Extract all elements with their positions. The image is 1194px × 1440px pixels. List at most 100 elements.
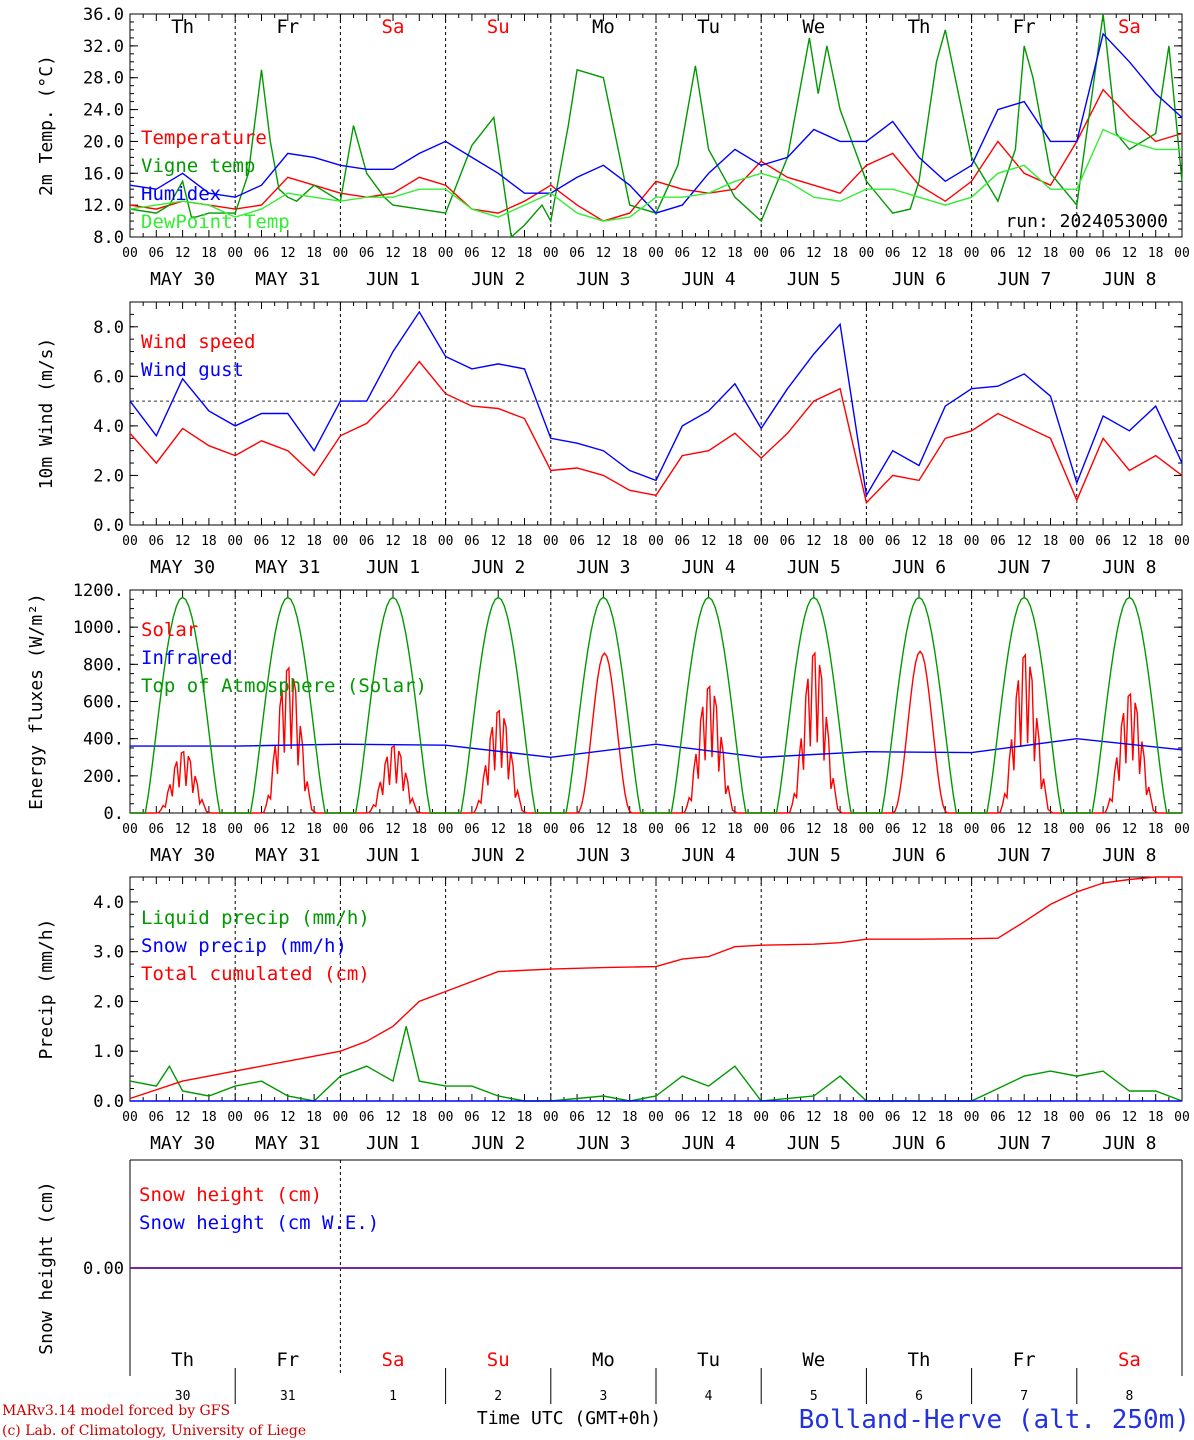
- hour-tick-label: 18: [937, 1110, 953, 1125]
- hour-tick-label: 00: [543, 534, 559, 549]
- day-number-label: 5: [810, 1389, 818, 1404]
- hour-tick-label: 06: [780, 534, 796, 549]
- y-tick-label: 4.0: [93, 417, 124, 437]
- hour-tick-label: 18: [411, 1110, 427, 1125]
- y-tick-label: 1000.: [73, 618, 124, 638]
- date-label: JUN 1: [366, 557, 420, 578]
- y-tick-label: 20.0: [83, 132, 124, 152]
- hour-tick-label: 06: [885, 822, 901, 837]
- hour-tick-label: 12: [596, 1110, 612, 1125]
- legend-entry: Solar: [141, 619, 198, 641]
- hour-tick-label: 12: [280, 246, 296, 261]
- hour-tick-label: 06: [254, 534, 270, 549]
- hour-tick-label: 12: [490, 822, 506, 837]
- hour-tick-label: 00: [1069, 246, 1085, 261]
- hour-tick-label: 00: [964, 534, 980, 549]
- hour-tick-label: 06: [464, 534, 480, 549]
- hour-tick-label: 00: [1174, 822, 1190, 837]
- panel-4: 0.0 1.0 2.0 3.0 4.0 Precip (mm/h) 00 06 12 18 MAY …: [36, 876, 1190, 1154]
- day-name-label: Tu: [697, 1349, 720, 1371]
- date-label: JUN 5: [787, 269, 841, 290]
- day-name-label: Sa: [382, 1349, 405, 1371]
- hour-tick-label: 06: [569, 822, 585, 837]
- y-tick-label: 36.0: [83, 5, 124, 25]
- date-label: JUN 1: [366, 1133, 420, 1154]
- hour-tick-label: 18: [622, 246, 638, 261]
- hour-tick-label: 00: [543, 1110, 559, 1125]
- legend-entry: Top of Atmosphere (Solar): [141, 675, 427, 697]
- hour-tick-label: 12: [280, 1110, 296, 1125]
- hour-tick-label: 06: [990, 534, 1006, 549]
- hour-tick-label: 18: [832, 1110, 848, 1125]
- y-tick-label: 8.0: [93, 318, 124, 338]
- hour-tick-label: 00: [859, 822, 875, 837]
- date-label: JUN 4: [682, 269, 736, 290]
- y-tick-label: 28.0: [83, 69, 124, 89]
- hour-tick-label: 12: [806, 1110, 822, 1125]
- hour-tick-label: 00: [227, 246, 243, 261]
- date-label: JUN 7: [997, 269, 1051, 290]
- hour-tick-label: 12: [1122, 822, 1138, 837]
- day-name-label: Tu: [697, 16, 720, 38]
- hour-tick-label: 18: [201, 534, 217, 549]
- hour-tick-label: 18: [306, 534, 322, 549]
- hour-tick-label: 12: [806, 246, 822, 261]
- date-label: JUN 6: [892, 557, 946, 578]
- day-name-label: Th: [171, 1349, 194, 1371]
- hour-tick-label: 00: [648, 822, 664, 837]
- hour-tick-label: 18: [727, 1110, 743, 1125]
- day-number-label: 8: [1125, 1389, 1133, 1404]
- hour-tick-label: 00: [1069, 534, 1085, 549]
- panel-2: 0.0 2.0 4.0 6.0 8.0 10m Wind (m/s) 00 06 12 18 MAY…: [36, 301, 1190, 578]
- date-label: JUN 2: [471, 557, 525, 578]
- hour-tick-label: 18: [1148, 822, 1164, 837]
- legend-entry: Snow height (cm W.E.): [139, 1212, 379, 1234]
- hour-tick-label: 12: [175, 822, 191, 837]
- date-label: MAY 31: [255, 1133, 320, 1154]
- hour-tick-label: 06: [674, 534, 690, 549]
- hour-tick-label: 18: [201, 822, 217, 837]
- hour-tick-label: 00: [964, 822, 980, 837]
- date-label: JUN 4: [682, 845, 736, 866]
- hour-tick-label: 06: [359, 822, 375, 837]
- hour-tick-label: 12: [1122, 246, 1138, 261]
- legend-entry: Temperature: [141, 127, 267, 149]
- day-name-label: Mo: [592, 1349, 615, 1371]
- hour-tick-label: 00: [333, 822, 349, 837]
- hour-tick-label: 06: [674, 246, 690, 261]
- hour-tick-label: 06: [464, 822, 480, 837]
- hour-tick-label: 12: [175, 246, 191, 261]
- date-label: JUN 3: [576, 557, 630, 578]
- date-label: MAY 30: [150, 1133, 215, 1154]
- hour-tick-label: 06: [254, 822, 270, 837]
- hour-tick-label: 12: [385, 246, 401, 261]
- hour-tick-label: 12: [701, 822, 717, 837]
- date-label: JUN 5: [787, 1133, 841, 1154]
- hour-tick-label: 18: [622, 822, 638, 837]
- hour-tick-label: 18: [411, 246, 427, 261]
- legend-entry: Snow precip (mm/h): [141, 935, 347, 957]
- day-number-label: 31: [280, 1389, 296, 1404]
- date-label: JUN 8: [1102, 269, 1156, 290]
- hour-tick-label: 12: [701, 246, 717, 261]
- panel-3: 0. 200. 400. 600. 800. 1000. 1200. Energy fluxe…: [26, 581, 1190, 866]
- hour-tick-label: 18: [622, 1110, 638, 1125]
- hour-tick-label: 18: [1043, 1110, 1059, 1125]
- hour-tick-label: 00: [648, 1110, 664, 1125]
- hour-tick-label: 18: [1043, 822, 1059, 837]
- hour-tick-label: 06: [569, 534, 585, 549]
- hour-tick-label: 06: [254, 1110, 270, 1125]
- date-label: JUN 5: [787, 845, 841, 866]
- hour-tick-label: 00: [964, 246, 980, 261]
- hour-tick-label: 18: [306, 1110, 322, 1125]
- hour-tick-label: 12: [1122, 534, 1138, 549]
- hour-tick-label: 00: [438, 822, 454, 837]
- y-axis-label: 2m Temp. (°C): [36, 55, 57, 196]
- y-tick-label: 200.: [83, 767, 124, 787]
- date-label: JUN 3: [576, 845, 630, 866]
- series-line: [129, 88, 1183, 222]
- hour-tick-label: 12: [175, 534, 191, 549]
- day-name-label: Fr: [1013, 16, 1036, 38]
- date-label: JUN 8: [1102, 1133, 1156, 1154]
